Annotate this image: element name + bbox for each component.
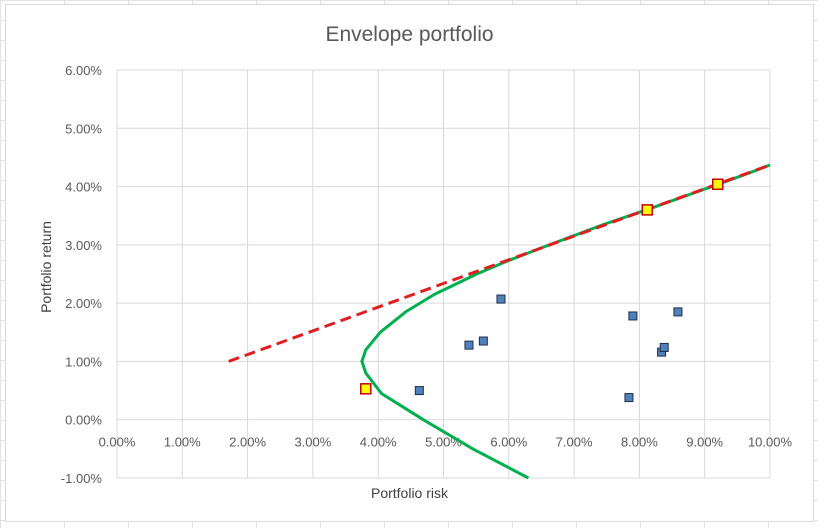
chart-area[interactable]: Envelope portfolio Portfolio risk Portfo… [5,4,814,522]
chart-title: Envelope portfolio [325,23,494,46]
y-tick-label: 2.00% [65,296,102,311]
x-tick-label: 6.00% [490,435,527,450]
x-tick-label: 10.00% [748,435,793,450]
portfolio-marker [712,178,724,190]
asset-marker [478,336,488,346]
x-axis-title: Portfolio risk [370,485,449,501]
asset-marker [628,311,638,321]
x-tick-label: 7.00% [556,435,593,450]
x-tick-label: 4.00% [360,435,397,450]
x-tick-label: 1.00% [164,435,201,450]
asset-marker [624,393,634,403]
y-tick-label: 3.00% [65,238,102,253]
x-tick-label: 3.00% [294,435,331,450]
x-tick-label: 8.00% [621,435,658,450]
x-tick-label: 2.00% [229,435,266,450]
x-tick-label: 0.00% [99,435,136,450]
asset-marker [464,340,474,350]
y-tick-label: -1.00% [61,471,103,486]
portfolio-marker [641,204,653,216]
portfolio-marker [360,383,372,395]
capital-market-line [228,163,771,363]
x-tick-label: 5.00% [425,435,462,450]
y-tick-label: 6.00% [65,63,102,78]
y-tick-label: 5.00% [65,121,102,136]
asset-marker [673,307,683,317]
x-tick-label: 9.00% [686,435,723,450]
y-tick-label: 0.00% [65,413,102,428]
asset-marker [414,386,424,396]
asset-marker [496,294,506,304]
efficient-frontier-line [360,163,771,480]
asset-marker [659,342,669,352]
y-tick-label: 4.00% [65,180,102,195]
y-tick-label: 1.00% [65,354,102,369]
